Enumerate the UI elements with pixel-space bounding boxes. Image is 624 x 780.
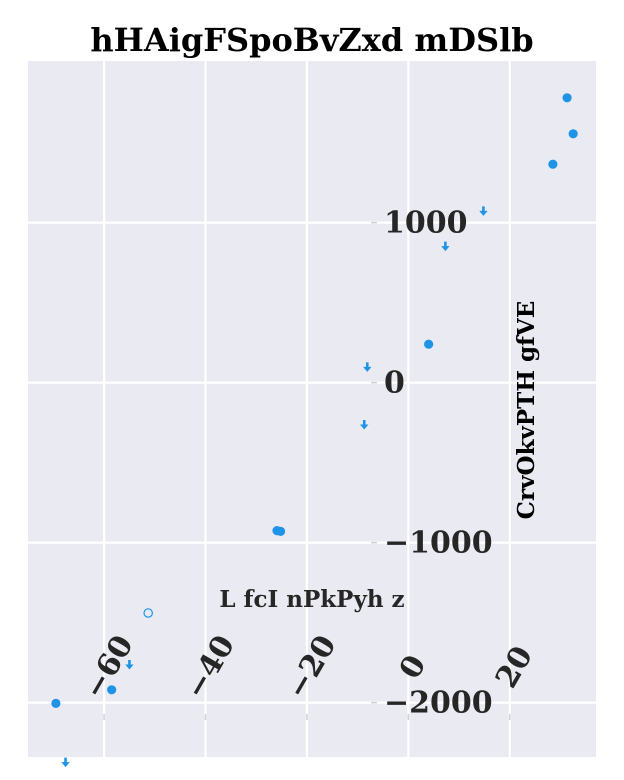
y-tick-label: 1000 [384,206,468,241]
x-axis-label: L fcI nPkPyh z [219,586,404,613]
data-point-arrow [360,420,369,430]
data-point [51,698,61,709]
y-tick-label: −2000 [384,686,493,721]
data-point-arrow [125,660,134,670]
data-point [548,159,558,169]
data-point [568,129,578,139]
y-tick-label: 0 [384,366,405,401]
data-point-arrow [479,206,488,216]
plot-background [28,61,596,757]
chart-title: hHAigFSpoBvZxd mDSlb [90,21,533,59]
data-point [275,526,286,537]
data-point-arrow [61,757,70,768]
data-point-arrow [441,241,450,252]
data-point [107,685,117,695]
data-point [424,339,434,349]
data-points [51,93,578,768]
y-axis-label: CrvOkvPTH gfVE [513,301,540,520]
data-point-arrow [363,362,372,372]
grid-lines [28,61,596,757]
data-point-hollow [143,608,153,618]
data-point [562,93,572,103]
y-tick-label: −1000 [384,526,493,561]
